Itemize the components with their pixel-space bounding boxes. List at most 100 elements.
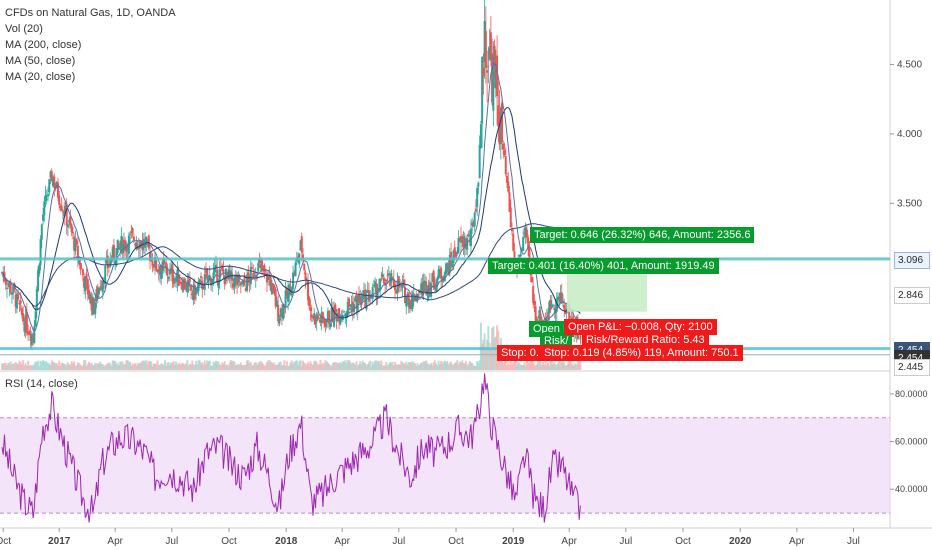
candle-body xyxy=(481,56,484,124)
candle-body xyxy=(212,272,215,283)
candle-body xyxy=(357,293,360,303)
candle-body xyxy=(79,262,82,270)
candle-body xyxy=(232,283,235,288)
candle-body xyxy=(100,287,103,290)
candle-body xyxy=(330,308,333,322)
candle-body xyxy=(303,263,306,271)
volume-bar xyxy=(192,364,195,370)
candle-body xyxy=(22,313,25,322)
rsi-tick-label: 40.0000 xyxy=(895,484,928,494)
volume-bar xyxy=(187,365,190,370)
volume-bar xyxy=(166,362,169,370)
volume-bar xyxy=(467,363,470,370)
candle-body xyxy=(401,284,404,289)
volume-bar xyxy=(479,322,482,370)
volume-bar xyxy=(203,360,206,370)
candle-body xyxy=(86,279,89,295)
candle-body xyxy=(446,265,449,267)
candle-body xyxy=(91,297,94,315)
candle-body xyxy=(323,319,326,324)
target-label-2[interactable]: Target: 0.401 (16.40%) 401, Amount: 1919… xyxy=(488,258,719,274)
candle-body xyxy=(112,244,115,260)
volume-bar xyxy=(298,361,301,370)
volume-bar xyxy=(131,363,134,370)
candle-body xyxy=(10,293,13,295)
price-tick-label: 4.000 xyxy=(897,129,922,140)
stop-label[interactable]: Stop: 0.119 (4.85%) 119, Amount: 750.1 xyxy=(540,345,743,361)
candle-body xyxy=(177,274,180,286)
volume-bar xyxy=(566,363,569,370)
candle-body xyxy=(464,239,467,246)
volume-bar xyxy=(319,360,322,370)
candle-body xyxy=(506,175,509,183)
volume-bar xyxy=(201,362,204,370)
stop-short-label[interactable]: Stop: 0. xyxy=(497,345,543,361)
candle-body xyxy=(284,290,287,307)
volume-bar xyxy=(314,360,317,370)
volume-bar xyxy=(464,361,467,370)
candle-body xyxy=(432,270,435,288)
candle-body xyxy=(467,234,470,237)
volume-bar xyxy=(211,365,214,370)
candle-body xyxy=(563,305,566,310)
target-label-1[interactable]: Target: 0.646 (26.32%) 646, Amount: 2356… xyxy=(530,227,755,243)
candle-body xyxy=(524,226,527,238)
candle-body xyxy=(61,211,64,213)
candle-body xyxy=(33,326,36,343)
candle-body xyxy=(476,187,479,208)
volume-bar xyxy=(362,362,365,370)
volume-bar xyxy=(252,365,255,370)
volume-bar xyxy=(309,361,312,370)
candle-body xyxy=(512,233,515,251)
candle-body xyxy=(306,279,309,301)
candle-body xyxy=(285,287,288,298)
candle-body xyxy=(547,312,550,318)
candle-body xyxy=(99,286,102,290)
volume-bar xyxy=(43,361,46,370)
candle-body xyxy=(236,274,239,286)
candle-body xyxy=(51,178,54,186)
volume-bar xyxy=(391,361,394,370)
volume-bar xyxy=(55,363,58,370)
candle-body xyxy=(493,45,496,78)
volume-bar xyxy=(570,363,573,370)
volume-bar xyxy=(28,365,31,370)
volume-bar xyxy=(47,363,50,370)
volume-bar xyxy=(35,361,38,370)
candle-body xyxy=(331,307,334,323)
candle-body xyxy=(440,267,443,279)
volume-bar xyxy=(433,360,436,370)
candle-body xyxy=(252,272,255,278)
volume-bar xyxy=(534,365,537,370)
volume-bar xyxy=(571,364,574,370)
candle-body xyxy=(223,275,226,284)
time-tick-label: Jul xyxy=(165,536,178,547)
candle-body xyxy=(20,308,23,316)
open-pl-label[interactable]: Open P&L: −0.008, Qty: 2100 xyxy=(564,319,717,335)
chart-legend: CFDs on Natural Gas, 1D, OANDA Vol (20) … xyxy=(5,5,176,85)
candle-body xyxy=(84,276,87,291)
candle-body xyxy=(131,228,134,234)
volume-bar xyxy=(13,363,16,370)
candle-body xyxy=(208,275,211,279)
volume-bar xyxy=(308,363,311,370)
volume-bar xyxy=(243,365,246,370)
volume-bar xyxy=(233,362,236,370)
candle-body xyxy=(146,239,149,241)
volume-bar xyxy=(71,363,74,370)
volume-bar xyxy=(196,364,199,370)
candle-body xyxy=(246,274,249,291)
volume-bar xyxy=(366,363,369,370)
volume-bar xyxy=(137,363,140,370)
candle-body xyxy=(473,212,476,227)
volume-bar xyxy=(260,362,263,370)
candle-body xyxy=(353,303,356,312)
candle-body xyxy=(445,263,448,275)
volume-bar xyxy=(458,361,461,370)
candle-body xyxy=(192,284,195,300)
volume-bar xyxy=(399,364,402,370)
volume-bar xyxy=(543,364,546,370)
candle-body xyxy=(19,300,22,304)
rr-label[interactable]: Risk/Reward Ratio: 5.43 xyxy=(582,332,709,348)
